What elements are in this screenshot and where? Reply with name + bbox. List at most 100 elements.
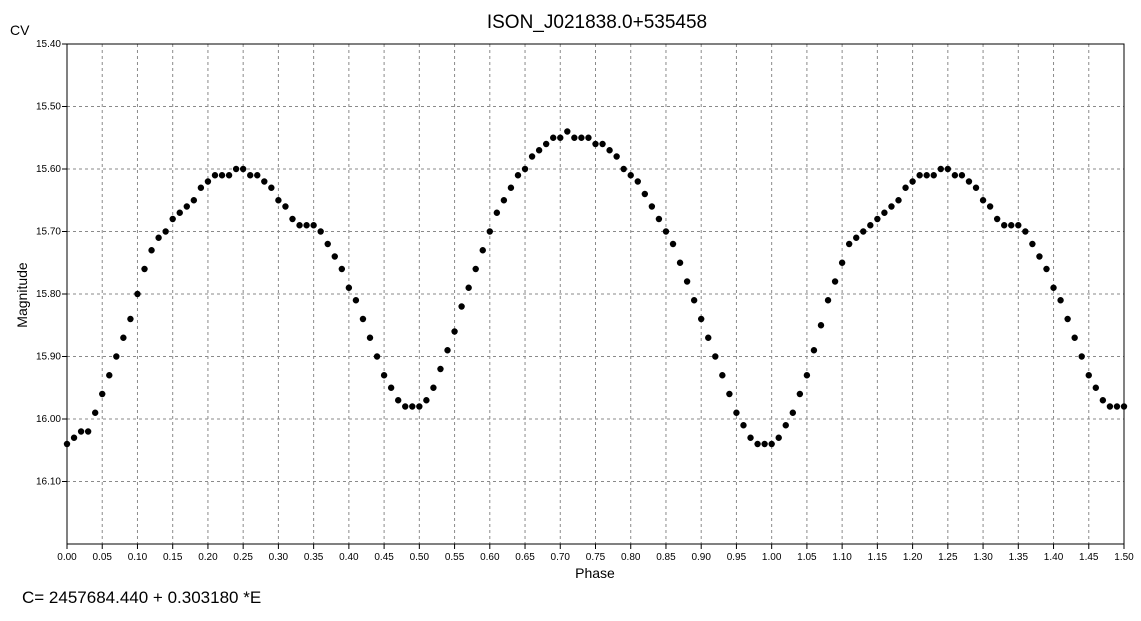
data-point [99,390,106,398]
x-tick-label: 0.40 [339,552,359,563]
data-point [366,334,374,341]
data-point [373,353,381,360]
chart-corner-label: CV [10,22,30,38]
data-point [860,228,867,235]
data-point [965,178,973,185]
data-point [676,259,684,266]
data-point [437,365,444,373]
data-point [979,197,987,204]
data-point [655,215,663,223]
data-point [972,184,980,191]
data-point [1071,334,1078,341]
data-point [775,434,782,441]
data-point [134,290,141,298]
data-point [84,428,92,435]
data-point [986,203,994,210]
x-tick-label: 1.50 [1114,552,1134,563]
x-tick-label: 0.15 [163,552,183,563]
data-point [782,422,789,429]
data-point [1001,222,1008,229]
data-point [387,384,395,391]
data-point [1036,253,1043,260]
data-point [803,372,811,379]
data-point [817,322,825,329]
data-point [719,372,726,379]
data-point [451,328,458,335]
data-point [106,372,113,379]
x-tick-label: 1.40 [1044,552,1064,563]
x-tick-label: 1.05 [797,552,817,563]
data-point [416,403,423,410]
data-point [1078,353,1085,360]
data-point [465,284,472,291]
x-tick-label: 1.35 [1009,552,1029,563]
data-point [634,178,641,185]
data-point [951,172,959,179]
data-point [430,384,437,391]
data-point [296,222,303,229]
data-point [599,140,606,148]
data-point [838,259,846,266]
x-tick-label: 0.20 [198,552,218,563]
x-tick-label: 1.45 [1079,552,1099,563]
data-point [824,297,832,304]
data-point [585,134,592,141]
data-point [394,397,402,404]
data-point [853,234,860,241]
x-tick-label: 0.85 [656,552,676,563]
data-point [1064,315,1071,323]
data-point [317,228,324,235]
data-point [690,297,698,304]
y-tick-label: 15.90 [36,352,61,363]
data-point [1050,284,1057,291]
y-tick-label: 15.80 [36,289,61,300]
data-point [472,265,479,273]
data-point [606,147,613,154]
data-point [916,172,923,179]
data-point [895,197,902,204]
data-point [1113,403,1121,410]
data-point [909,178,916,185]
data-point [218,172,226,179]
x-tick-label: 0.55 [445,552,465,563]
x-tick-label: 0.75 [586,552,606,563]
data-point [944,165,952,173]
data-point [564,128,571,135]
x-tick-label: 0.05 [92,552,112,563]
data-point [958,172,966,179]
ephemeris-formula: C= 2457684.440 + 0.303180 *E [22,588,262,607]
x-tick-label: 0.45 [374,552,394,563]
data-point [641,190,649,198]
data-point [141,265,148,273]
x-tick-label: 0.25 [233,552,253,563]
data-point [669,240,677,248]
data-point [557,134,564,141]
x-tick-label: 1.20 [903,552,923,563]
data-point [648,203,656,210]
x-axis-ticks: 0.00 0.05 0.10 0.15 0.20 0.25 0.30 0.35 0.40 0.45… [57,544,1134,563]
data-point [712,353,719,360]
x-tick-label: 0.65 [515,552,535,563]
data-point [120,334,127,341]
data-point [683,278,691,285]
x-tick-label: 0.95 [727,552,747,563]
data-point [733,409,740,416]
x-tick-label: 0.70 [551,552,571,563]
data-point [613,153,620,160]
data-point [662,228,670,235]
data-point [754,440,761,448]
data-point [521,165,529,173]
y-tick-label: 15.40 [36,39,61,50]
data-point [352,297,360,304]
data-point [705,334,712,341]
data-point [155,234,162,241]
data-point [1015,222,1022,229]
data-point [380,372,388,379]
data-point [881,209,888,216]
data-point [268,184,275,191]
data-point [183,203,190,210]
data-point [338,265,346,273]
data-point [275,197,282,204]
grid-lines [66,43,1125,544]
y-tick-label: 15.50 [36,102,61,113]
